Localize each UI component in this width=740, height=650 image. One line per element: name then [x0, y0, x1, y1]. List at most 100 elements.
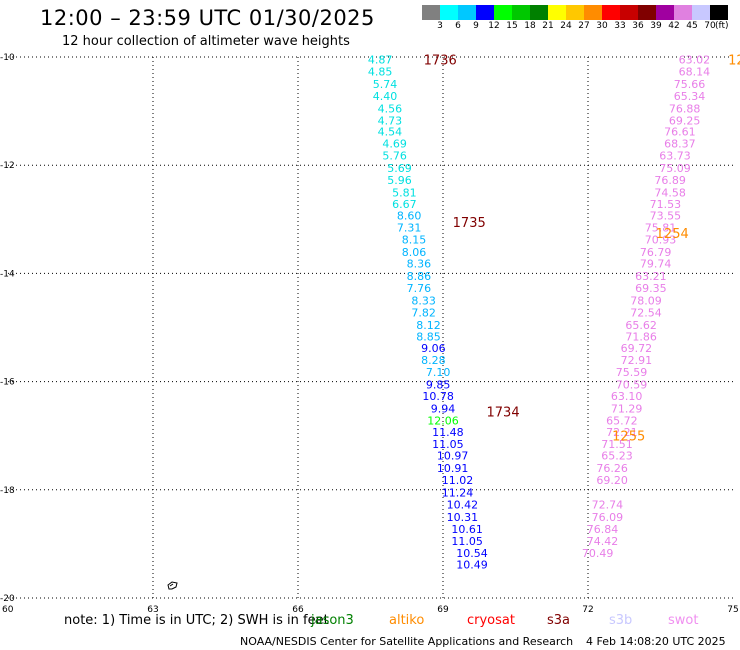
page-title: 12:00 – 23:59 UTC 01/30/2025: [40, 6, 375, 30]
satellite-legend-item: s3b: [609, 613, 633, 628]
wave-height-label: 74.58: [654, 186, 686, 199]
colorbar-swatch: [656, 5, 674, 20]
satellite-legend-item: s3a: [547, 613, 571, 628]
colorbar-swatch: [440, 5, 458, 20]
colorbar-swatch: [620, 5, 638, 20]
wave-height-label: 69.20: [596, 474, 628, 487]
wave-height-label: 10.31: [447, 511, 479, 524]
wave-height-label: 9.85: [426, 378, 451, 391]
grid-lines: [8, 56, 733, 599]
wave-height-label: 8.36: [407, 258, 432, 271]
wave-height-label: 72.21: [606, 426, 638, 439]
wave-height-label: 10.42: [447, 498, 479, 511]
wave-height-label: 4.73: [378, 114, 403, 127]
colorbar-tick-label: 27: [578, 21, 590, 31]
wave-height-label: 63.02: [679, 54, 711, 67]
x-tick-label: 72: [582, 605, 593, 615]
page-subtitle: 12 hour collection of altimeter wave hei…: [62, 34, 350, 49]
colorbar-tick-label: 39: [650, 21, 662, 31]
wave-height-label: 7.82: [411, 306, 436, 319]
colorbar-tick-label: 36: [632, 21, 644, 31]
wave-height-label: 8.12: [416, 319, 441, 332]
wave-height-label: 11.24: [442, 487, 474, 500]
pass-time-label: 1254: [656, 227, 689, 242]
pass-time-labels: 1736 1735 1734 1254 1254 1255: [424, 54, 740, 445]
wave-height-label: 7.76: [407, 282, 432, 295]
wave-height-label: 4.54: [378, 126, 403, 139]
x-tick-label: 69: [437, 605, 449, 615]
colorbar-tick-label: 30: [596, 21, 608, 31]
wave-height-marks: 4.874.855.744.404.564.734.544.695.765.69…: [368, 54, 710, 572]
colorbar-swatch: [494, 5, 512, 20]
wave-height-label: 9.94: [431, 403, 456, 416]
y-tick-label: -20: [0, 594, 15, 604]
wave-height-label: 79.74: [640, 258, 672, 271]
wave-height-label: 8.33: [411, 294, 436, 307]
wave-height-label: 69.25: [669, 114, 701, 127]
colorbar-tick-label: 24: [560, 21, 572, 31]
wave-height-label: 8.85: [416, 331, 441, 344]
wave-height-label: 8.60: [397, 210, 422, 223]
y-tick-label: -10: [0, 53, 15, 63]
wave-height-label: 76.61: [664, 126, 696, 139]
colorbar-tick-label: 9: [473, 21, 479, 31]
island-outline: [167, 581, 178, 590]
pass-time-label: 1735: [453, 216, 486, 231]
wave-height-label: 75.59: [616, 366, 648, 379]
wave-height-label: 5.96: [387, 174, 412, 187]
wave-height-label: 8.15: [402, 233, 427, 246]
colorbar-swatch: [548, 5, 566, 20]
wave-height-label: 78.09: [630, 294, 662, 307]
wave-height-label: 63.21: [635, 270, 667, 283]
wave-height-label: 71.29: [611, 403, 643, 416]
wave-height-label: 69.35: [635, 282, 667, 295]
wave-height-label: 72.74: [592, 498, 624, 511]
wave-height-label: 4.85: [368, 66, 393, 79]
axes: 60 63 66 69 72 75 -10 -12 -14 -16 -18 -20: [0, 53, 739, 615]
wave-height-label: 8.06: [402, 246, 427, 259]
colorbar-swatch: [692, 5, 710, 20]
wave-height-label: 76.09: [592, 511, 624, 524]
wave-height-label: 74.42: [587, 535, 619, 548]
colorbar-swatch: [710, 5, 728, 20]
colorbar-unit: (ft): [715, 21, 729, 31]
wave-height-label: 11.05: [451, 535, 483, 548]
wave-height-label: 71.86: [625, 331, 657, 344]
wave-height-label: 70.49: [582, 547, 614, 560]
wave-height-label: 12.06: [427, 415, 459, 428]
wave-height-label: 65.62: [625, 319, 657, 332]
wave-height-label: 8.86: [407, 270, 432, 283]
wave-height-label: 11.02: [442, 474, 474, 487]
wave-height-label: 6.67: [392, 198, 417, 211]
wave-height-label: 72.91: [621, 354, 653, 367]
wave-height-label: 65.23: [601, 450, 633, 463]
wave-height-label: 10.91: [437, 462, 469, 475]
colorbar: [422, 5, 728, 20]
wave-height-label: 76.79: [640, 246, 672, 259]
wave-height-label: 70.59: [616, 378, 648, 391]
wave-height-label: 65.34: [674, 90, 706, 103]
y-tick-label: -14: [0, 269, 15, 279]
wave-height-label: 10.54: [456, 547, 488, 560]
wave-height-label: 71.53: [650, 198, 682, 211]
pass-time-label: 1736: [424, 54, 457, 69]
wave-height-label: 10.97: [437, 450, 469, 463]
x-tick-label: 60: [2, 605, 14, 615]
x-tick-label: 63: [147, 605, 158, 615]
colorbar-swatch: [566, 5, 584, 20]
colorbar-tick-label: 21: [542, 21, 554, 31]
y-tick-label: -18: [0, 486, 15, 496]
y-tick-label: -12: [0, 161, 15, 171]
wave-height-label: 76.89: [654, 174, 686, 187]
wave-height-label: 65.72: [606, 415, 638, 428]
pass-time-label: 1734: [487, 405, 520, 420]
wave-height-label: 69.72: [621, 342, 653, 355]
wave-height-label: 5.74: [373, 78, 398, 91]
x-tick-label: 75: [727, 605, 738, 615]
y-tick-label: -16: [0, 378, 15, 388]
wave-height-label: 7.31: [397, 221, 422, 234]
colorbar-swatch: [530, 5, 548, 20]
wave-height-label: 4.56: [378, 102, 403, 115]
satellite-legend-item: cryosat: [467, 613, 515, 628]
